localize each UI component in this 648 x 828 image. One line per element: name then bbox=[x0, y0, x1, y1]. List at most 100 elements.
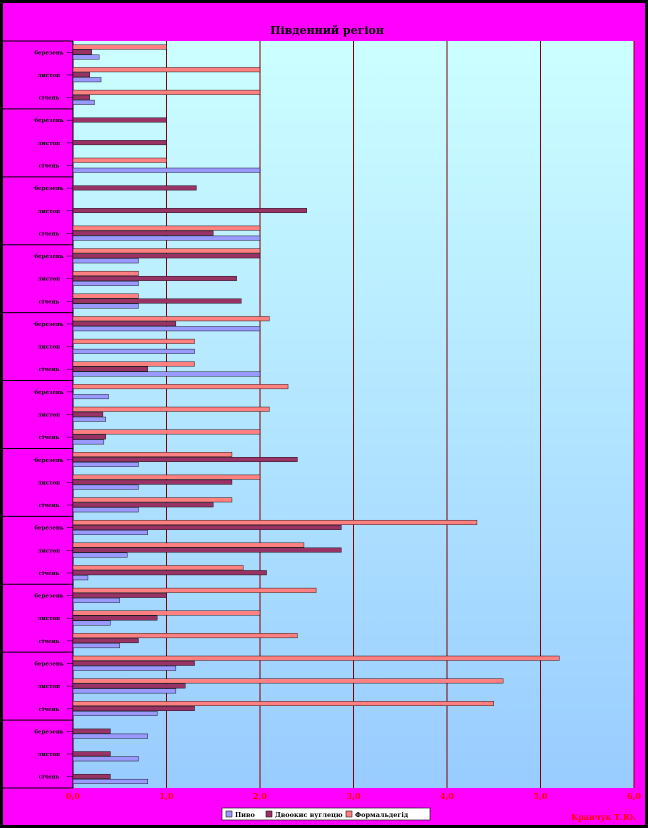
category-label: березень bbox=[34, 389, 64, 396]
bar-formaldehyde bbox=[72, 384, 289, 390]
category-label: листоп bbox=[38, 413, 60, 419]
bar-beer bbox=[72, 99, 95, 105]
bar-beer bbox=[72, 665, 177, 671]
bar-formaldehyde bbox=[72, 406, 270, 412]
category-label: березень bbox=[34, 728, 64, 735]
bar-beer bbox=[72, 439, 105, 445]
bar-beer bbox=[72, 733, 149, 739]
category-label: листоп bbox=[38, 616, 60, 622]
bar-formaldehyde bbox=[72, 519, 478, 525]
category-label: січень bbox=[39, 503, 60, 509]
bar-co2 bbox=[72, 253, 261, 259]
bar-co2 bbox=[72, 773, 111, 779]
category-label: січень bbox=[39, 367, 60, 373]
bar-beer bbox=[72, 756, 139, 762]
category-label: листоп bbox=[38, 480, 60, 486]
bar-co2 bbox=[72, 660, 195, 666]
category-label: січень bbox=[39, 435, 60, 441]
bar-co2 bbox=[72, 683, 186, 689]
bar-co2 bbox=[72, 615, 158, 621]
bar-co2 bbox=[72, 117, 167, 123]
bar-co2 bbox=[72, 706, 195, 711]
category-label: березень bbox=[34, 117, 64, 124]
bar-formaldehyde bbox=[72, 338, 195, 344]
category-label: січень bbox=[39, 775, 60, 781]
category-label: листоп bbox=[38, 548, 60, 554]
bar-co2 bbox=[72, 502, 214, 508]
category-label: березень bbox=[34, 185, 64, 192]
legend-swatch bbox=[345, 810, 353, 818]
bar-beer bbox=[72, 167, 261, 173]
bar-beer bbox=[72, 326, 261, 332]
category-label: січень bbox=[39, 571, 60, 577]
legend-label: Пиво bbox=[235, 811, 255, 819]
bar-formaldehyde bbox=[72, 157, 167, 163]
bar-beer bbox=[72, 507, 139, 513]
x-tick-label: 5,0 bbox=[534, 791, 548, 801]
bar-beer bbox=[72, 462, 139, 467]
bar-formaldehyde bbox=[72, 678, 504, 684]
category-label: березень bbox=[34, 49, 64, 56]
bar-beer bbox=[72, 484, 139, 490]
category-label: листоп bbox=[38, 141, 60, 147]
bar-co2 bbox=[72, 298, 242, 304]
bar-beer bbox=[72, 54, 100, 60]
legend-swatch bbox=[265, 810, 273, 818]
bar-co2 bbox=[72, 411, 104, 417]
x-tick-label: 6,0 bbox=[627, 791, 641, 801]
legend-box bbox=[221, 807, 431, 821]
category-label: березень bbox=[34, 525, 64, 532]
bar-co2 bbox=[72, 275, 237, 281]
bar-beer bbox=[72, 597, 120, 603]
x-tick-label: 3,0 bbox=[347, 791, 361, 801]
category-label: березень bbox=[34, 593, 64, 600]
bar-formaldehyde bbox=[72, 429, 261, 435]
legend: Пиво Двоокис вуглецю Формальдегід bbox=[221, 807, 431, 821]
bar-beer bbox=[72, 280, 139, 286]
bar-formaldehyde bbox=[72, 474, 261, 480]
bar-beer bbox=[72, 371, 261, 377]
x-tick-label: 2,0 bbox=[253, 791, 267, 801]
bar-beer bbox=[72, 552, 128, 558]
legend-swatch bbox=[225, 810, 233, 818]
bar-formaldehyde bbox=[72, 452, 233, 457]
category-label: листоп bbox=[38, 684, 60, 690]
bar-chart: Південний регіон березень листоп січень бер… bbox=[3, 24, 641, 822]
category-label: березень bbox=[34, 253, 64, 260]
bar-co2 bbox=[72, 140, 167, 146]
category-label: листоп bbox=[38, 277, 60, 283]
category-label: березень bbox=[34, 321, 64, 328]
category-label: січень bbox=[39, 164, 60, 170]
bar-formaldehyde bbox=[72, 270, 139, 276]
category-label: листоп bbox=[38, 73, 60, 79]
bar-beer bbox=[72, 77, 102, 83]
legend-label: Формальдегід bbox=[355, 811, 409, 819]
chart-frame: Південний регіон березень листоп січень бер… bbox=[3, 3, 645, 825]
x-tick-label: 1,0 bbox=[160, 791, 174, 801]
bar-formaldehyde bbox=[72, 225, 261, 231]
bar-beer bbox=[72, 643, 120, 649]
bar-beer bbox=[72, 620, 111, 626]
bar-formaldehyde bbox=[72, 248, 261, 254]
bar-co2 bbox=[72, 72, 91, 78]
bar-formaldehyde bbox=[72, 316, 270, 322]
bar-beer bbox=[72, 688, 177, 694]
bar-co2 bbox=[72, 321, 177, 327]
category-label: січень bbox=[39, 707, 60, 713]
bar-co2 bbox=[72, 570, 267, 576]
bar-beer bbox=[72, 235, 261, 241]
bar-beer bbox=[72, 529, 149, 535]
bar-co2 bbox=[72, 751, 111, 757]
chart-title: Південний регіон bbox=[270, 24, 384, 37]
bar-co2 bbox=[72, 208, 307, 213]
bar-co2 bbox=[72, 728, 111, 734]
category-label: листоп bbox=[38, 209, 60, 215]
category-label: листоп bbox=[38, 345, 60, 351]
bar-co2 bbox=[72, 366, 149, 372]
category-label: березень bbox=[34, 457, 64, 464]
bar-beer bbox=[72, 778, 149, 784]
bar-beer bbox=[72, 711, 158, 716]
x-tick-label: 4,0 bbox=[440, 791, 454, 801]
bar-formaldehyde bbox=[72, 44, 167, 50]
bar-co2 bbox=[72, 185, 197, 191]
